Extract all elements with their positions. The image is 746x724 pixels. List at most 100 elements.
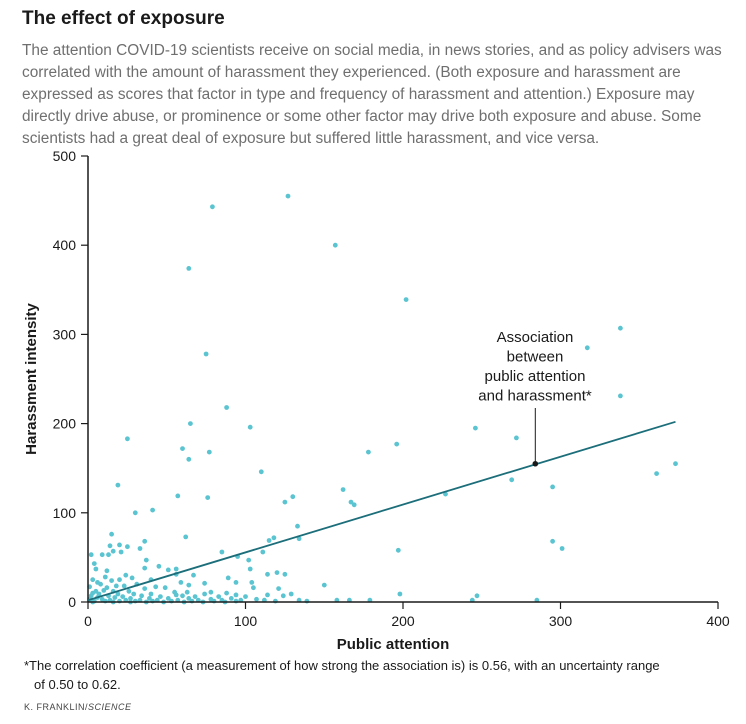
data-point [366,449,371,455]
data-point [260,549,266,555]
data-point [654,471,659,476]
data-point [180,593,185,599]
data-point [249,580,255,585]
data-point [183,534,189,540]
data-point [395,547,401,553]
data-point [142,565,148,571]
data-point [219,549,225,555]
data-point [216,594,222,599]
footnote-line-1: *The correlation coefficient (a measurem… [24,658,660,673]
data-point [117,577,122,583]
data-point [280,593,286,599]
data-point [584,345,590,351]
data-point [125,436,130,442]
chart-subtitle: The attention COVID-19 scientists receiv… [22,42,722,147]
data-point [109,531,114,537]
data-point [150,507,156,513]
data-point [191,572,196,578]
y-tick-label: 200 [53,416,77,432]
data-point [348,499,354,505]
data-point [304,598,310,604]
data-point [251,585,256,591]
data-point [618,325,623,331]
data-point [397,591,403,597]
data-point [112,595,118,600]
data-point [243,594,248,599]
data-point [143,557,149,563]
data-point [137,546,143,551]
data-point [132,510,138,516]
data-point [178,580,184,585]
data-point [173,566,179,572]
credit-source: SCIENCE [88,702,132,712]
labels-layer: 0 100 200 300 400 500 0 100 200 300 400 Public atte… [23,148,730,653]
data-point [351,502,357,508]
data-point [266,538,272,543]
footnote-line-2: of 0.50 to 0.62. [34,677,121,692]
data-point [180,446,185,451]
data-point [184,589,190,595]
y-tick-label: 400 [53,237,77,253]
data-point [110,548,116,554]
data-point [208,589,214,595]
data-point [285,193,291,199]
data-point [205,495,211,500]
y-tick-label: 0 [68,594,76,610]
data-point [559,546,565,551]
data-point [173,592,179,598]
data-point [403,297,409,302]
data-point [233,598,239,604]
data-point [156,563,162,569]
data-point [126,588,132,594]
data-point [288,591,294,597]
data-point [394,441,400,447]
data-point [107,543,113,549]
data-point [106,552,111,558]
credit: K. FRANKLIN/SCIENCE [24,702,132,712]
data-point [150,598,156,604]
data-point [282,499,288,505]
data-point [233,580,239,585]
data-point [132,598,138,604]
x-axis-title: Public attention [337,636,450,653]
data-point [120,594,126,599]
data-point [128,596,133,601]
data-point [186,456,192,462]
data-point [90,577,96,583]
credit-author: K. FRANKLIN/ [24,702,89,712]
data-point [247,424,253,430]
data-point [93,566,99,572]
annotation-line: public attention [485,368,586,385]
data-point [188,421,193,426]
data-point [115,482,121,488]
data-point [273,598,278,604]
data-point [142,586,148,591]
data-point [158,594,163,599]
data-point [550,484,555,490]
data-point [233,592,239,598]
annotation-line: between [507,349,564,366]
data-point [321,582,327,588]
data-point [147,596,152,601]
data-point [109,578,114,583]
data-point [192,594,198,599]
data-point [118,549,124,555]
data-point [276,586,281,591]
data-point [88,552,94,558]
data-point [169,598,174,604]
data-point [99,552,105,558]
data-point [258,469,264,475]
data-point [186,596,192,601]
data-point [211,598,217,604]
data-point [129,575,135,581]
data-point [113,583,119,589]
data-point [206,449,212,455]
data-point [474,593,480,599]
data-point [115,591,121,597]
x-tick-label: 100 [234,613,258,629]
data-point [162,585,168,591]
data-point [153,584,159,590]
data-point [186,582,192,588]
data-point [165,567,171,573]
data-point [202,580,208,586]
